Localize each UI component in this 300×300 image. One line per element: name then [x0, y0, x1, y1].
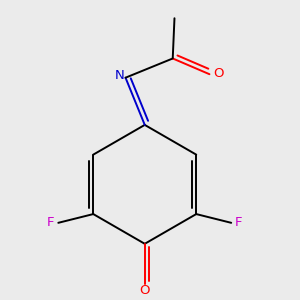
Text: F: F	[235, 216, 243, 229]
Text: N: N	[114, 69, 124, 82]
Text: O: O	[140, 284, 150, 297]
Text: O: O	[213, 68, 224, 80]
Text: F: F	[47, 216, 54, 229]
